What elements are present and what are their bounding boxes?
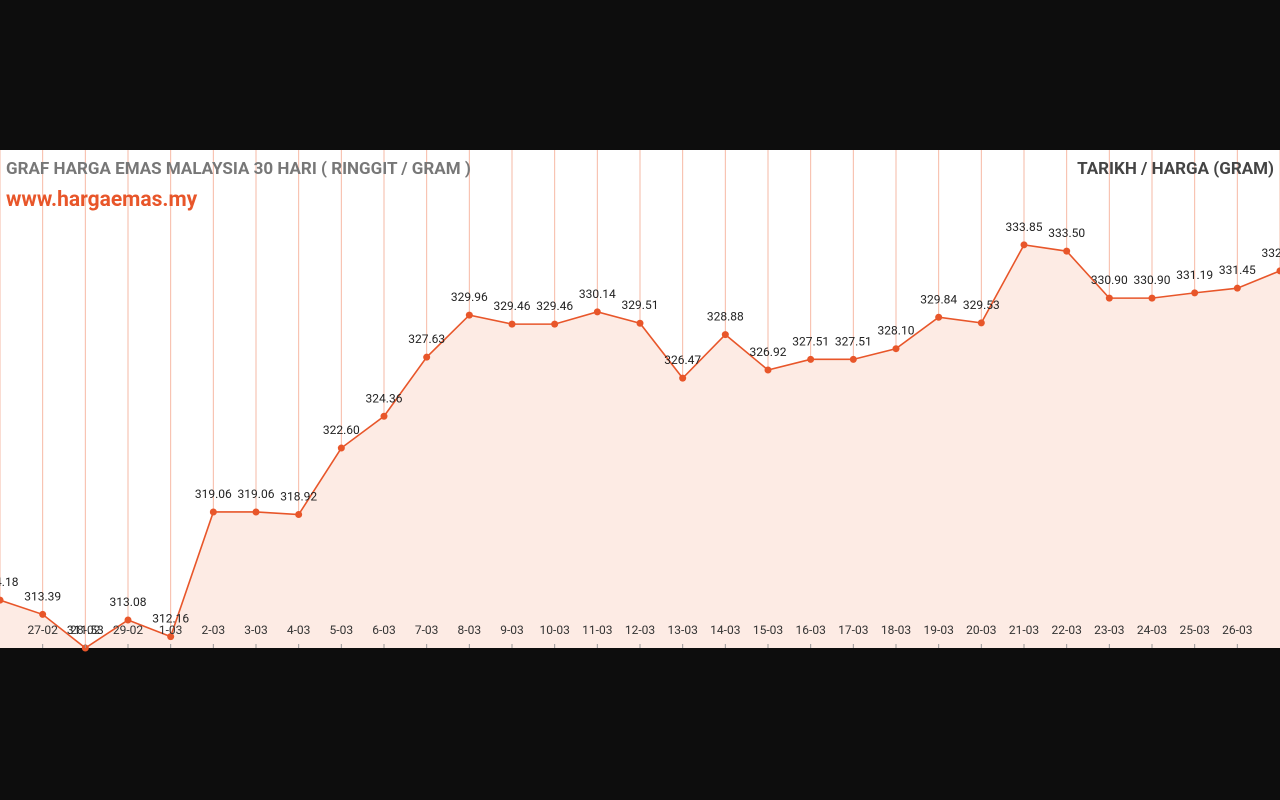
- x-tick-label: 4-03: [287, 623, 311, 637]
- value-label: 329.46: [536, 299, 573, 313]
- value-label: 327.51: [835, 334, 872, 348]
- value-label: 313.39: [24, 589, 61, 603]
- x-tick-label: 23-03: [1094, 623, 1124, 637]
- point: [1105, 294, 1113, 302]
- value-label: 328.10: [878, 324, 915, 338]
- point: [380, 412, 388, 420]
- value-label: 329.84: [920, 292, 957, 306]
- point: [721, 331, 729, 339]
- point: [39, 610, 47, 618]
- chart-subtitle: www.hargaemas.my: [6, 188, 198, 212]
- point: [807, 355, 815, 363]
- x-tick-label: 13-03: [668, 623, 698, 637]
- value-label: 311.53: [67, 623, 104, 637]
- x-tick-label: 20-03: [966, 623, 996, 637]
- value-label: 333.85: [1006, 220, 1043, 234]
- point: [423, 353, 431, 361]
- value-label: 330.90: [1134, 273, 1171, 287]
- value-label: 331.45: [1219, 263, 1256, 277]
- point: [593, 308, 601, 316]
- x-tick-label: 9-03: [500, 623, 524, 637]
- point: [0, 596, 4, 604]
- point: [1020, 241, 1028, 249]
- x-tick-label: 25-03: [1180, 623, 1210, 637]
- point: [124, 616, 132, 624]
- x-tick-label: 15-03: [753, 623, 783, 637]
- point: [167, 633, 175, 641]
- x-tick-label: 12-03: [625, 623, 655, 637]
- value-label: 329.51: [622, 298, 659, 312]
- point: [551, 320, 559, 328]
- chart-title: GRAF HARGA EMAS MALAYSIA 30 HARI ( RINGG…: [6, 159, 471, 179]
- plot: 314.18 313.39 311.53 313.08 312.16 319.06 319.…: [0, 150, 1280, 652]
- x-tick-label: 22-03: [1052, 623, 1082, 637]
- x-tick-label: 26-03: [1222, 623, 1252, 637]
- value-label: 333.50: [1048, 226, 1085, 240]
- point: [209, 508, 217, 516]
- value-label: 312.16: [152, 612, 189, 626]
- point: [764, 366, 772, 374]
- point: [337, 444, 345, 452]
- point: [1191, 289, 1199, 297]
- legend-title: TARIKH / HARGA (GRAM): [1077, 159, 1274, 179]
- x-tick-label: 1-03: [159, 623, 183, 637]
- value-label: 324.36: [366, 391, 403, 405]
- point: [679, 374, 687, 382]
- point: [892, 345, 900, 353]
- point: [1148, 294, 1156, 302]
- x-tick-label: 29-02: [113, 623, 144, 637]
- x-tick-label: 16-03: [796, 623, 826, 637]
- point: [1233, 284, 1241, 292]
- x-tick-label: 10-03: [540, 623, 570, 637]
- value-label: 322.60: [323, 423, 360, 437]
- point: [1063, 247, 1071, 255]
- x-tick-label: 2-03: [202, 623, 226, 637]
- value-label: 318.92: [280, 490, 317, 504]
- x-tick-label: 11-03: [582, 623, 612, 637]
- point: [1276, 267, 1280, 275]
- x-tick-label: 27-02: [28, 623, 59, 637]
- x-tick-label: 5-03: [330, 623, 354, 637]
- value-label: 329.53: [963, 298, 1000, 312]
- value-label: 319.06: [238, 487, 275, 501]
- value-label: 326.47: [664, 353, 701, 367]
- value-label: 331.19: [1176, 268, 1213, 282]
- value-label: 319.06: [195, 487, 232, 501]
- point: [849, 355, 857, 363]
- x-tick-label: 7-03: [415, 623, 439, 637]
- value-label: 313.08: [110, 595, 147, 609]
- x-tick-label: 19-03: [924, 623, 954, 637]
- x-tick-label: 17-03: [838, 623, 868, 637]
- value-label: 332.41: [1262, 246, 1280, 260]
- value-label: 328.88: [707, 310, 744, 324]
- x-tick-label: 24-03: [1137, 623, 1167, 637]
- value-label: 330.14: [579, 287, 616, 301]
- x-tick-label: 28-02: [70, 623, 101, 637]
- x-tick-label: 8-03: [458, 623, 482, 637]
- point: [977, 319, 985, 327]
- value-label: 327.51: [792, 334, 829, 348]
- value-label: 329.46: [494, 299, 531, 313]
- area: [0, 244, 1280, 648]
- point: [295, 511, 303, 519]
- value-label: 327.63: [408, 332, 445, 346]
- x-tick-label: 21-03: [1009, 623, 1039, 637]
- x-tick-label: 6-03: [372, 623, 396, 637]
- value-label: 326.92: [750, 345, 787, 359]
- value-label: 329.96: [451, 290, 488, 304]
- value-label: 330.90: [1091, 273, 1128, 287]
- x-tick-label: 18-03: [881, 623, 911, 637]
- value-label: 314.18: [0, 575, 19, 589]
- point: [935, 313, 943, 321]
- point: [252, 508, 260, 516]
- point: [508, 320, 516, 328]
- x-tick-label: 3-03: [244, 623, 268, 637]
- point: [465, 311, 473, 319]
- x-tick-label: 14-03: [710, 623, 740, 637]
- point: [636, 319, 644, 327]
